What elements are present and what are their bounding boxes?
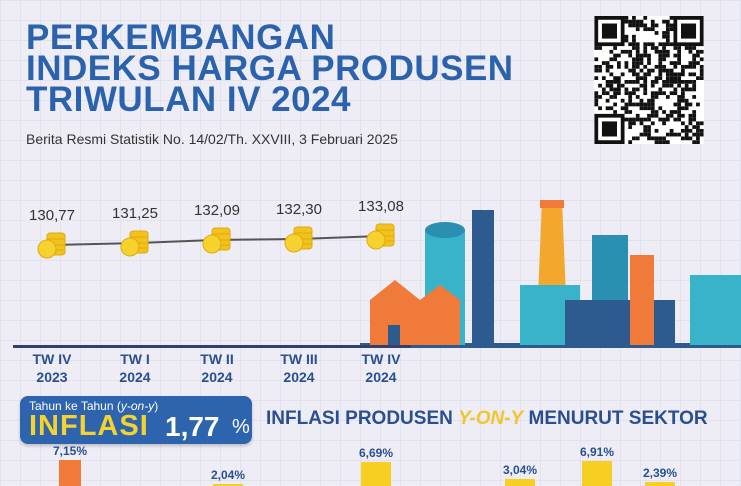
sector-chart-title: INFLASI PRODUSEN Y-ON-Y MENURUT SEKTOR [266,408,708,430]
coin-stack-marker [37,231,67,259]
inflation-card: Tahun ke Tahun (y-on-y) INFLASI 1,77 % [20,396,252,444]
index-value-label: 132,09 [194,201,240,219]
index-value-label: 130,77 [29,207,75,224]
coin-stack-marker [202,226,232,254]
inflation-unit: % [232,416,250,438]
quarter-label: TW I 2024 [119,351,151,385]
index-value-label: 133,08 [358,198,404,215]
line-segment [51,242,136,246]
bar-value-label: 7,15% [52,444,88,458]
sector-bar [361,462,391,486]
subtitle-text: Tahun ke Tahun ( [29,399,121,413]
subtitle-text: ) [154,399,159,413]
quarter-label: TW III 2024 [280,351,318,385]
bar-value-label: 6,91% [579,445,615,460]
sector-bar [582,461,612,486]
title-line: PERKEMBANGAN [26,18,336,57]
title-em: Y-ON-Y [458,408,524,429]
qr-code[interactable] [594,16,704,144]
title-line: TRIWULAN IV 2024 [26,80,351,119]
subtitle-em: y-on-y [120,399,155,413]
title-text: INFLASI PRODUSEN [266,408,459,429]
subtitle: Berita Resmi Statistik No. 14/02/Th. XXV… [26,131,398,147]
title-text: MENURUT SEKTOR [523,408,708,429]
timeline-axis [13,345,411,348]
bar-value-label: 3,04% [502,462,538,477]
bar-value-label: 2,39% [642,465,678,480]
coin-stack-marker [366,222,396,250]
page-title: PERKEMBANGAN INDEKS HARGA PRODUSEN TRIWU… [26,18,514,119]
bar-value-label: 2,04% [210,467,246,482]
title-line: INDEKS HARGA PRODUSEN [26,49,514,88]
sector-bar [505,478,535,486]
index-value-label: 131,25 [112,205,158,223]
quarter-label: TW IV 2023 [32,351,72,385]
quarter-label: TW IV 2024 [361,351,401,385]
coin-stack-marker [120,229,150,257]
bar-value-label: 6,69% [358,446,394,461]
inflation-value: 1,77 [165,411,220,442]
factory-illustration [360,200,741,348]
quarter-label: TW II 2024 [200,351,234,385]
sector-bar [213,483,243,486]
index-value-label: 132,30 [276,201,322,219]
inflation-label: INFLASI [29,410,149,442]
sector-bar [59,460,81,486]
inflation-subtitle: Tahun ke Tahun (y-on-y) [29,399,158,413]
coin-stack-marker [284,225,314,253]
sector-bar [645,481,675,486]
